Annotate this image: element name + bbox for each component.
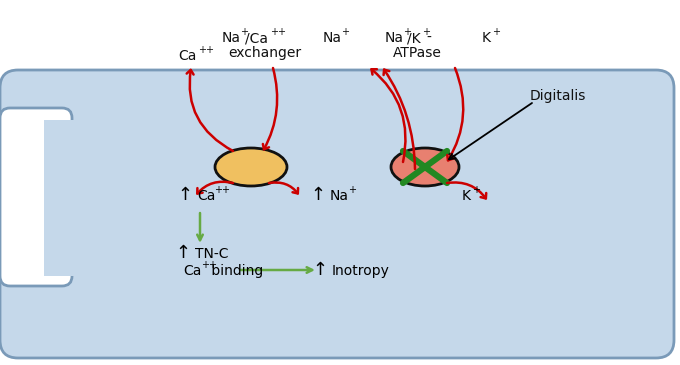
Text: ↑: ↑ [311,186,326,204]
Text: +: + [240,27,248,37]
Ellipse shape [215,148,287,186]
Text: TN-C: TN-C [195,247,228,261]
Text: ATPase: ATPase [393,46,442,60]
Ellipse shape [391,148,459,186]
Text: ++: ++ [214,185,230,195]
Text: K: K [482,31,491,45]
Text: Ca: Ca [183,264,201,278]
Bar [44,120,74,276]
Text: +: + [492,27,500,37]
Text: +: + [348,185,356,195]
Text: Na: Na [330,189,349,203]
Text: Ca: Ca [178,49,197,63]
Text: ↑: ↑ [177,186,192,204]
Text: Inotropy: Inotropy [332,264,390,278]
Text: ↑: ↑ [175,244,190,262]
Text: Digitalis: Digitalis [530,89,586,103]
Text: ++: ++ [201,260,217,270]
Text: exchanger: exchanger [228,46,301,60]
Text: ++: ++ [198,45,214,55]
Text: +: + [472,185,480,195]
Text: Na: Na [222,31,241,45]
Text: +: + [341,27,349,37]
Text: Na: Na [323,31,342,45]
Text: -: - [426,31,431,45]
FancyBboxPatch shape [0,70,674,358]
Text: /K: /K [407,31,421,45]
Text: +: + [403,27,411,37]
Text: +: + [422,27,430,37]
Text: ++: ++ [270,27,286,37]
Text: binding: binding [207,264,263,278]
FancyBboxPatch shape [0,108,72,286]
Text: /Ca: /Ca [245,31,268,45]
Text: ↑: ↑ [312,261,328,279]
Text: Ca: Ca [197,189,216,203]
Text: K: K [462,189,471,203]
Text: Na: Na [385,31,404,45]
